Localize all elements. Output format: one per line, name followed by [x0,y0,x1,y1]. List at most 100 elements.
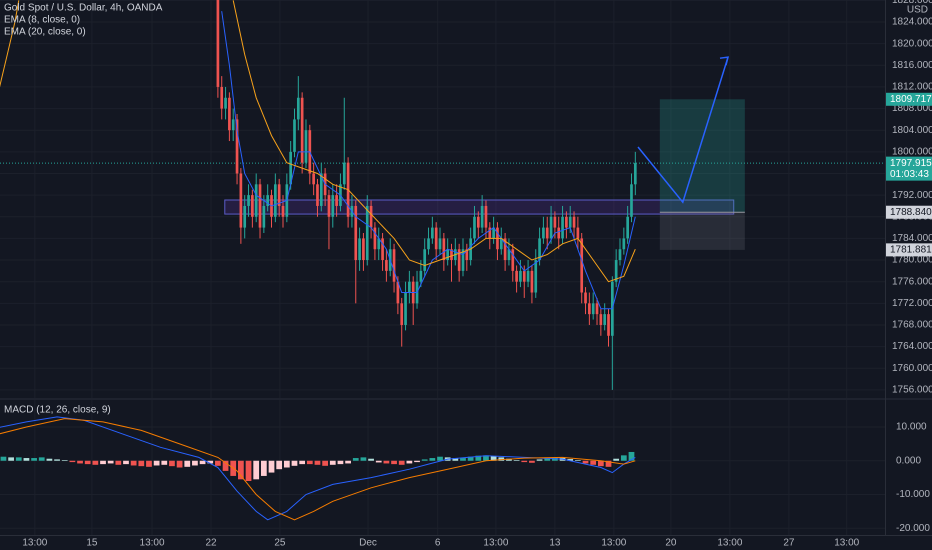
candle-body [522,270,526,282]
histogram-bar [429,458,436,461]
candle-body [358,238,361,261]
price-tag [886,92,932,106]
candle-body [319,173,323,206]
price-tag [886,205,932,219]
y-tick-label: -10.000 [896,489,930,500]
histogram-bar [69,460,76,463]
histogram-bar [215,460,221,466]
histogram-bar [544,458,551,461]
y-tick-label: 1804.000 [892,125,932,136]
projection-path [637,56,729,204]
candle-body [438,238,442,250]
candle-body [392,249,396,282]
histogram-bar [352,458,359,461]
histogram-bar [260,460,267,476]
histogram-bar [46,458,53,461]
candle-body [235,119,239,174]
x-tick-label: 20 [665,538,677,549]
x-tick-label: 15 [86,538,98,549]
y-tick-label: 1768.000 [892,320,932,331]
ema-line [221,11,636,310]
histogram-bar [268,460,275,473]
candle-body [419,270,423,282]
candle-body [614,260,618,282]
histogram-bar [54,459,60,461]
candle-body [377,238,381,250]
histogram-bar [283,460,290,468]
price-tag [886,243,932,257]
candle-body [561,216,564,239]
y-tick-label: 1784.000 [892,233,932,244]
candle-body [565,216,568,228]
candle-body [457,249,461,271]
histogram-bar [153,460,160,466]
histogram-bar [138,460,145,467]
histogram-bar [314,460,321,465]
candle-body [515,270,518,282]
candle-body [446,249,450,261]
candle-body [400,303,404,325]
x-tick-label: 13:00 [601,538,626,549]
candle-body [277,184,281,206]
candle-body [519,270,522,282]
x-tick-label: 27 [783,538,795,549]
candle-body [296,97,300,120]
histogram-bar [628,451,635,461]
candle-body [542,227,545,239]
y-tick-label: 1828.000 [892,0,932,6]
y-tick-label: 0.000 [896,455,921,466]
price-tag-label: 1781.881 [890,245,932,256]
histogram-bar [245,460,252,481]
candle-body [228,97,231,131]
histogram-bar [536,459,543,461]
profit-zone [659,99,745,213]
y-tick-label: 1792.000 [892,190,932,201]
candle-body [331,195,335,217]
candle-body [553,216,557,228]
histogram-bar [222,460,229,471]
histogram-bar [61,460,68,461]
price-pane [0,0,885,390]
candle-body [327,195,331,217]
candle-body [289,151,293,185]
candle-body [266,195,270,206]
candle-body [526,270,530,282]
histogram-bar [575,460,581,461]
x-tick-label: 6 [435,538,441,549]
y-tick-label: 1820.000 [892,38,932,49]
currency-label: USD [907,5,928,16]
candle-body [549,216,553,239]
histogram-bar [161,460,168,465]
histogram-bar [506,458,512,461]
histogram-bar [306,460,313,465]
y-tick-label: 1816.000 [892,60,932,71]
histogram-bar [414,460,420,463]
y-tick-label: 10.000 [896,422,927,433]
candle-body [576,227,580,239]
histogram-bar [276,460,283,470]
stop-zone [659,212,745,250]
histogram-bar [475,455,482,461]
candle-body [216,0,220,87]
histogram-bar [467,456,474,461]
candle-body [431,227,434,239]
histogram-bar [92,460,99,465]
histogram-bar [38,457,45,461]
histogram-bar [169,460,175,467]
histogram-bar [513,460,520,461]
histogram-bar [437,456,443,461]
candle-body [258,184,262,228]
x-tick-label: 13:00 [834,538,859,549]
candle-body [369,205,373,228]
candle-body [254,184,258,217]
y-tick-label: 1764.000 [892,341,932,352]
candle-body [274,184,277,217]
histogram-bar [483,455,489,461]
candle-body [408,281,411,293]
candle-body [538,238,541,261]
candle-body [603,314,607,325]
y-tick-label: 1760.000 [892,363,932,374]
histogram-bar [452,458,459,461]
histogram-bar [199,460,206,465]
candle-body [342,162,346,185]
